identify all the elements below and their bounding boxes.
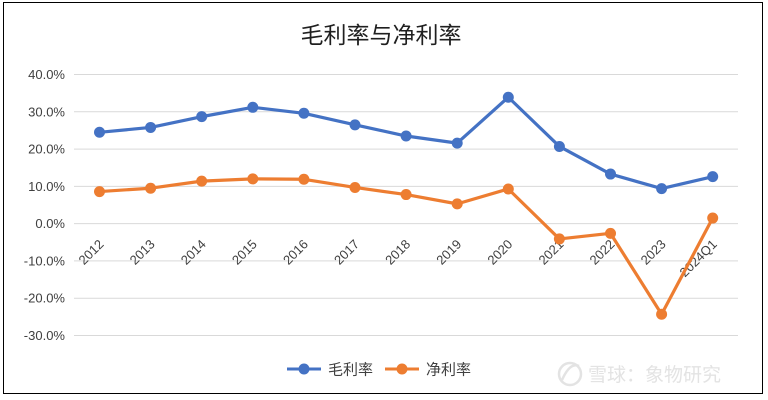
data-point[interactable] xyxy=(349,119,361,131)
x-tick-label: 2023 xyxy=(638,237,669,268)
data-point[interactable] xyxy=(553,233,565,245)
y-tick-label: -20.0% xyxy=(24,291,66,306)
x-tick-label: 2014 xyxy=(178,237,209,268)
y-tick-label: 30.0% xyxy=(28,104,65,119)
series-1 xyxy=(94,173,719,320)
data-point[interactable] xyxy=(196,111,208,123)
legend-label-net-margin: 净利率 xyxy=(426,361,471,379)
series-0 xyxy=(94,91,719,195)
y-tick-label: -30.0% xyxy=(24,328,66,343)
data-point[interactable] xyxy=(247,101,259,113)
data-point[interactable] xyxy=(553,140,565,152)
x-axis-ticks: 2012 2013 2014 2015 2016 2017 2018 2019 2020 2021… xyxy=(76,237,720,280)
series-lines xyxy=(94,91,719,320)
x-tick-label: 2017 xyxy=(331,237,362,268)
snowball-logo-icon xyxy=(557,361,583,387)
data-point[interactable] xyxy=(707,212,719,224)
data-point[interactable] xyxy=(605,227,616,239)
data-point[interactable] xyxy=(94,126,105,138)
data-point[interactable] xyxy=(247,173,259,185)
y-tick-label: 40.0% xyxy=(28,67,65,82)
y-axis-ticks: 40.0% 30.0% 20.0% 10.0% 0.0% -10.0% -20.0% -30.… xyxy=(24,67,66,343)
data-point[interactable] xyxy=(656,183,668,195)
legend-item-net-margin[interactable]: 净利率 xyxy=(385,361,471,379)
x-tick-label: 2016 xyxy=(280,237,311,268)
series-line xyxy=(97,95,715,191)
data-point[interactable] xyxy=(605,168,616,180)
data-point[interactable] xyxy=(451,198,463,210)
data-point[interactable] xyxy=(145,121,157,133)
data-point[interactable] xyxy=(502,183,514,195)
x-tick-label: 2012 xyxy=(76,237,107,268)
y-tick-label: 10.0% xyxy=(28,179,65,194)
chart-title: 毛利率与净利率 xyxy=(301,23,462,49)
x-tick-label: 2015 xyxy=(229,237,260,268)
watermark: 雪球：象物研究 xyxy=(557,361,721,387)
legend-label-gross-margin: 毛利率 xyxy=(328,361,373,379)
x-tick-label: 2018 xyxy=(382,237,413,268)
data-point[interactable] xyxy=(298,173,310,185)
data-point[interactable] xyxy=(707,171,719,183)
y-tick-label: -10.0% xyxy=(24,253,66,268)
x-tick-label: 2020 xyxy=(484,237,515,268)
data-point[interactable] xyxy=(502,91,514,103)
y-tick-label: 0.0% xyxy=(35,216,65,231)
data-point[interactable] xyxy=(196,175,208,187)
y-tick-label: 20.0% xyxy=(28,142,65,157)
data-point[interactable] xyxy=(656,308,668,320)
x-tick-label: 2022 xyxy=(587,237,618,268)
watermark-text: 雪球：象物研究 xyxy=(588,364,721,386)
data-point[interactable] xyxy=(349,181,361,193)
data-point[interactable] xyxy=(298,107,310,119)
x-tick-label: 2019 xyxy=(433,237,464,268)
data-point[interactable] xyxy=(94,186,105,198)
data-point[interactable] xyxy=(451,137,463,149)
x-tick-label: 2013 xyxy=(127,237,158,268)
data-point[interactable] xyxy=(400,130,412,142)
legend-item-gross-margin[interactable]: 毛利率 xyxy=(287,361,373,379)
data-point[interactable] xyxy=(400,189,412,201)
gridlines xyxy=(74,74,738,336)
data-point[interactable] xyxy=(145,182,157,194)
legend[interactable]: 毛利率 净利率 xyxy=(287,361,471,379)
chart-frame xyxy=(3,2,763,394)
